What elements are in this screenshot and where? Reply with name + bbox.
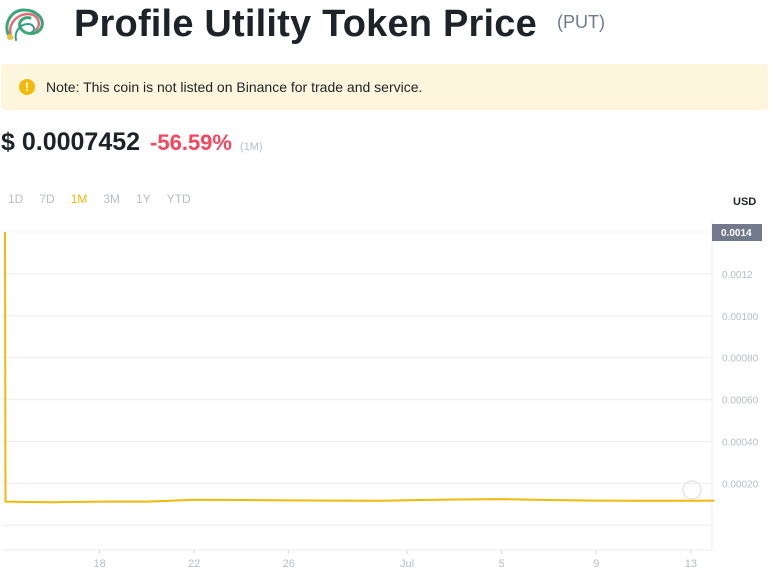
notice-text: Note: This coin is not listed on Binance…: [46, 79, 423, 95]
price-summary: $ 0.0007452 -56.59% (1M): [1, 128, 263, 164]
y-tick-label: 0.00080: [722, 354, 759, 365]
tab-ytd[interactable]: YTD: [166, 192, 191, 206]
price-tag-box: [712, 224, 762, 241]
y-tick-label: 0.0012: [722, 270, 753, 281]
tab-1d[interactable]: 1D: [8, 192, 24, 206]
x-tick-label: Jul: [400, 558, 414, 570]
tab-1y[interactable]: 1Y: [136, 192, 151, 206]
price-tag-label: 0.0014: [721, 228, 752, 239]
x-tick-label: 9: [593, 558, 599, 570]
price-series-line: [4, 231, 715, 504]
x-tick-label: 22: [188, 558, 200, 570]
timeframe-tabs: 1D 7D 1M 3M 1Y YTD: [0, 190, 199, 208]
put-logo-icon: [2, 4, 48, 44]
y-tick-label: 0.00060: [722, 396, 759, 407]
token-symbol: (PUT): [557, 12, 605, 32]
page-title: Profile Utility Token Price: [74, 2, 537, 45]
x-tick-label: 18: [93, 558, 105, 570]
currency-label: USD: [733, 196, 757, 208]
y-tick-label: 0.00020: [722, 479, 759, 490]
x-tick-label: 13: [685, 558, 697, 570]
y-tick-label: 0.00040: [722, 438, 759, 449]
current-price: $ 0.0007452: [1, 128, 141, 156]
price-chart[interactable]: 0.0012 0.00100 0.00080 0.00060 0.00040 0.0002…: [0, 220, 783, 575]
y-tick-label: 0.00100: [722, 312, 759, 323]
exclamation-icon: !: [19, 79, 35, 95]
not-listed-notice: ! Note: This coin is not listed on Binan…: [1, 64, 768, 110]
tab-7d[interactable]: 7D: [39, 192, 55, 206]
x-tick-label: 5: [499, 558, 505, 570]
price-change: -56.59%: [150, 130, 232, 155]
tab-3m[interactable]: 3M: [103, 192, 121, 206]
tab-1m[interactable]: 1M: [70, 192, 88, 206]
change-period: (1M): [239, 141, 263, 153]
x-tick-label: 26: [283, 558, 295, 570]
watermark-icon: [682, 480, 702, 500]
